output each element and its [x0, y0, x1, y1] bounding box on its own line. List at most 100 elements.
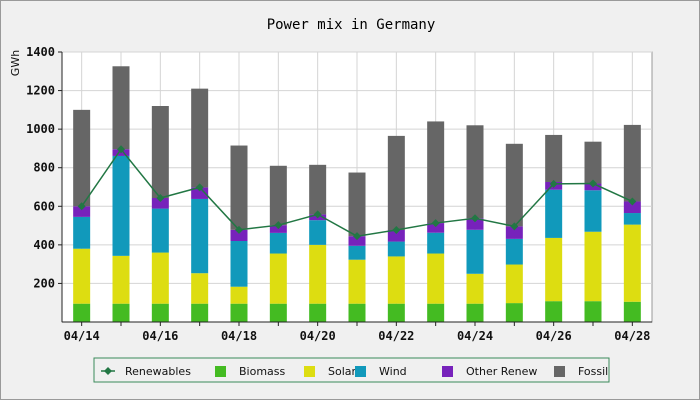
bar-wind: [230, 241, 248, 287]
bar-biomass: [73, 303, 91, 322]
chart-title: Power mix in Germany: [267, 17, 436, 33]
bar-wind: [191, 198, 209, 274]
bar-solar: [545, 237, 563, 302]
bars: [73, 66, 641, 322]
bar-fossil: [309, 164, 327, 215]
bar-fossil: [505, 143, 523, 227]
bar-biomass: [309, 303, 327, 322]
x-tick-label: 04/14: [64, 329, 100, 343]
y-axis-unit: GWh: [9, 50, 22, 76]
bar-biomass: [191, 303, 209, 322]
bar-fossil: [269, 165, 287, 226]
bar-fossil: [112, 66, 130, 150]
renewables-marker: [235, 225, 243, 234]
bar-wind: [348, 245, 366, 260]
bar-biomass: [427, 303, 445, 322]
renewables-marker: [392, 226, 401, 235]
bar-wind: [545, 189, 563, 238]
bar-biomass: [230, 303, 248, 322]
legend-swatch-fossil: [554, 366, 565, 377]
legend-marker-renewables: [104, 367, 112, 375]
legend-label-wind: Wind: [379, 365, 407, 378]
bar-other-renew: [191, 187, 209, 199]
legend-swatch-other-renew: [442, 366, 453, 377]
bar-biomass: [545, 301, 563, 322]
x-tick-label: 04/16: [142, 329, 178, 343]
bar-solar: [191, 273, 209, 304]
bar-wind: [151, 208, 169, 253]
bar-solar: [584, 231, 602, 302]
legend-label-renewables: Renewables: [125, 365, 191, 378]
x-tick-label: 04/24: [457, 329, 493, 343]
bar-biomass: [269, 303, 287, 322]
bar-fossil: [387, 135, 405, 231]
y-tick-label: 1400: [26, 45, 55, 59]
bar-wind: [466, 229, 484, 274]
bar-solar: [73, 248, 91, 304]
bar-wind: [112, 155, 130, 256]
renewables-marker: [274, 221, 283, 230]
bar-solar: [466, 273, 484, 304]
axes: 200 400 600 800 1000 1200 1400 04/14 04/16 04/18 0…: [26, 45, 652, 343]
renewables-marker: [117, 145, 125, 154]
bar-solar: [309, 244, 327, 304]
y-tick-label: 800: [33, 161, 55, 175]
legend-label-fossil: Fossil: [578, 365, 608, 378]
bar-wind: [623, 213, 641, 225]
bar-solar: [623, 224, 641, 302]
bar-wind: [269, 232, 287, 254]
renewables-marker: [77, 202, 86, 211]
bar-biomass: [584, 301, 602, 322]
bar-wind: [73, 216, 91, 249]
x-tick-label: 04/28: [614, 329, 650, 343]
bar-biomass: [505, 303, 523, 322]
renewables-marker: [549, 179, 558, 188]
bar-biomass: [112, 303, 130, 322]
bar-fossil: [545, 134, 563, 182]
bar-biomass: [348, 303, 366, 322]
bar-wind: [309, 220, 327, 245]
legend-swatch-wind: [355, 366, 366, 377]
bar-biomass: [466, 303, 484, 322]
bar-other-renew: [230, 229, 248, 241]
bar-solar: [269, 253, 287, 304]
bar-other-renew: [151, 197, 169, 209]
legend-label-other-renew: Other Renew: [466, 365, 537, 378]
bar-other-renew: [623, 201, 641, 214]
bar-wind: [505, 238, 523, 265]
x-tick-label: 04/26: [536, 329, 572, 343]
y-tick-label: 200: [33, 276, 55, 290]
renewables-marker: [156, 193, 165, 202]
bar-other-renew: [348, 236, 366, 246]
y-tick-label: 1200: [26, 84, 55, 98]
x-tick-label: 04/20: [300, 329, 336, 343]
bar-fossil: [427, 121, 445, 224]
bar-other-renew: [505, 226, 523, 239]
bar-solar: [230, 286, 248, 304]
bar-solar: [427, 253, 445, 304]
bar-fossil: [191, 88, 209, 188]
legend-label-solar: Solar: [328, 365, 357, 378]
bar-biomass: [387, 303, 405, 322]
x-tick-label: 04/18: [221, 329, 257, 343]
bar-wind: [427, 232, 445, 254]
y-tick-label: 600: [33, 199, 55, 213]
bar-other-renew: [427, 223, 445, 233]
bar-solar: [151, 252, 169, 304]
bar-fossil: [73, 109, 91, 207]
bar-other-renew: [466, 218, 484, 230]
y-tick-label: 400: [33, 238, 55, 252]
x-tick-label: 04/22: [378, 329, 414, 343]
legend-swatch-solar: [304, 366, 315, 377]
bar-fossil: [623, 124, 641, 202]
bar-biomass: [623, 301, 641, 322]
renewables-marker: [353, 232, 361, 241]
legend-swatch-biomass: [215, 366, 226, 377]
bar-solar: [348, 259, 366, 304]
bar-fossil: [151, 106, 169, 198]
bar-fossil: [466, 125, 484, 219]
bar-solar: [112, 255, 130, 304]
renewables-line: [77, 145, 637, 241]
legend: Renewables Biomass Solar Wind Other Renew Fos…: [93, 357, 610, 383]
